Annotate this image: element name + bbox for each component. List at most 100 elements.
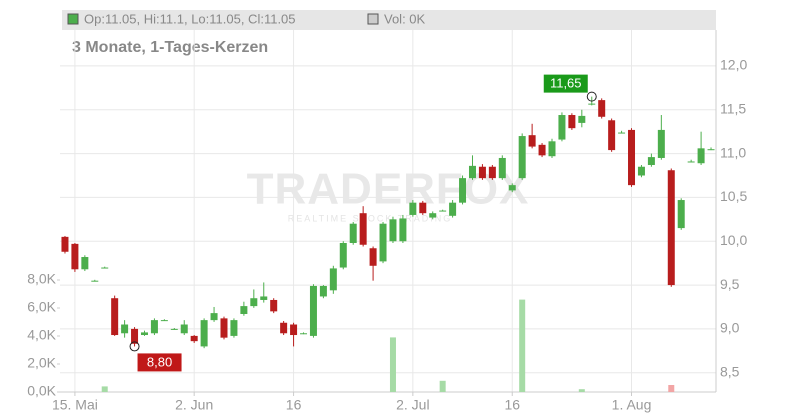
candle-body <box>538 144 546 156</box>
candle-body <box>379 223 387 262</box>
y-tick-label: 10,0 <box>720 232 747 248</box>
candle-body <box>61 236 69 252</box>
candle-body <box>677 200 685 229</box>
candle-body <box>349 223 357 243</box>
candle-body <box>170 328 178 330</box>
header-bar <box>62 10 716 30</box>
candle-body <box>220 318 228 338</box>
candle-body <box>488 166 496 179</box>
y2-tick-label: 2,0K <box>27 355 56 371</box>
header-ohlc: Op:11.05, Hi:11.1, Lo:11.05, Cl:11.05 <box>84 11 296 26</box>
candle-body <box>81 257 89 270</box>
candle-body <box>300 333 308 335</box>
candle-body <box>618 132 626 134</box>
candle-body <box>409 202 417 215</box>
candle-body <box>528 135 536 147</box>
candle-body <box>558 115 566 140</box>
volume-bar <box>519 299 526 392</box>
candle-body <box>359 213 367 245</box>
watermark: TRADERFOX <box>247 165 530 214</box>
candle-body <box>190 335 198 342</box>
candle-body <box>230 320 238 336</box>
candle-body <box>160 320 168 322</box>
y-tick-label: 12,0 <box>720 57 747 73</box>
candle-body <box>657 129 665 158</box>
candle-body <box>578 115 586 123</box>
y2-tick-label: 8,0K <box>27 271 56 287</box>
candle-body <box>449 202 457 216</box>
volume-bar <box>389 337 396 392</box>
candle-body <box>91 280 99 282</box>
legend-swatch <box>67 13 79 25</box>
candle-body <box>389 219 397 242</box>
candle-body <box>101 267 109 269</box>
candle-body <box>508 185 516 191</box>
y-tick-label: 9,5 <box>720 276 740 292</box>
volume-bar <box>578 389 585 392</box>
candle-body <box>140 332 148 336</box>
candle-body <box>290 324 298 336</box>
candle-body <box>429 213 437 218</box>
candle-body <box>687 161 695 163</box>
candle-body <box>439 210 447 212</box>
header-volume: Vol: 0K <box>384 11 426 26</box>
candle-body <box>468 165 476 179</box>
candle-body <box>598 100 606 117</box>
y2-tick-label: 6,0K <box>27 299 56 315</box>
candle-body <box>568 115 576 129</box>
candle-body <box>647 157 655 165</box>
candle-body <box>608 120 616 151</box>
x-tick-label: 1. Aug <box>612 397 652 413</box>
x-tick-label: 15. Mai <box>52 397 98 413</box>
x-tick-label: 2. Jun <box>175 397 213 413</box>
y-tick-label: 9,0 <box>720 320 740 336</box>
candle-body <box>131 328 139 344</box>
candle-body <box>270 299 278 312</box>
subtitle: 3 Monate, 1-Tages-Kerzen <box>72 39 268 56</box>
candle-body <box>71 243 79 270</box>
candle-body <box>280 322 288 334</box>
volume-bar <box>668 385 675 392</box>
candle-body <box>667 170 675 286</box>
y2-tick-label: 4,0K <box>27 327 56 343</box>
candle-body <box>240 306 248 314</box>
candle-body <box>637 166 645 176</box>
candle-body <box>419 202 427 214</box>
candle-body <box>111 298 119 336</box>
candle-body <box>628 129 636 186</box>
y-tick-label: 8,5 <box>720 363 740 379</box>
candle-body <box>588 103 596 105</box>
y2-tick-label: 0,0K <box>27 383 56 399</box>
candle-body <box>150 320 158 334</box>
annotation-marker <box>586 91 597 102</box>
x-tick-label: 16 <box>286 397 302 413</box>
annotation-label: 8,80 <box>147 354 172 369</box>
volume-bar <box>439 380 446 392</box>
y-tick-label: 11,0 <box>720 144 746 160</box>
candle-body <box>518 136 526 179</box>
annotation-marker <box>129 341 140 352</box>
candle-body <box>180 324 188 334</box>
candle-body <box>697 148 705 164</box>
candle-body <box>329 268 337 291</box>
candle-body <box>548 141 556 157</box>
candle-body <box>260 296 268 300</box>
candle-body <box>478 166 486 179</box>
candle-body <box>250 298 258 307</box>
candle-body <box>200 320 208 347</box>
watermark-sub: REALTIME STOCK TRADING <box>288 213 453 223</box>
y-tick-label: 11,5 <box>720 100 746 116</box>
candle-body <box>319 285 327 297</box>
volume-bar <box>101 386 108 392</box>
annotation-box <box>137 353 182 372</box>
candle-body <box>707 149 715 151</box>
y-tick-label: 10,5 <box>720 188 747 204</box>
candle-body <box>369 248 377 266</box>
candle-body <box>498 157 506 179</box>
x-tick-label: 2. Jul <box>396 397 429 413</box>
candle-body <box>459 178 467 203</box>
candle-body <box>339 242 347 268</box>
annotation-box <box>543 74 588 93</box>
candle-body <box>210 313 218 321</box>
